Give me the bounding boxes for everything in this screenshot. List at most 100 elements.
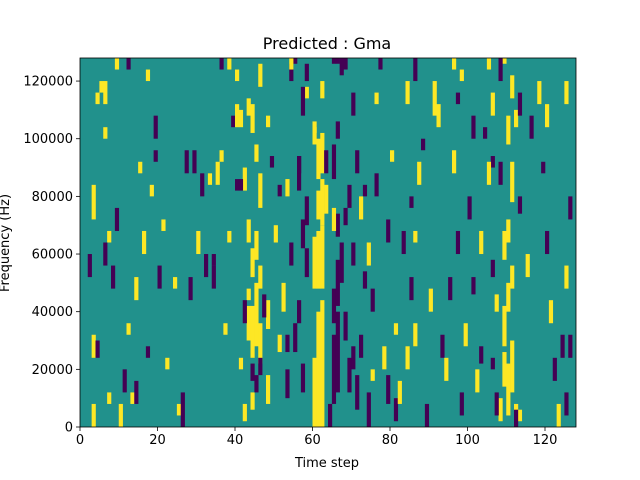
heatmap-cell	[529, 115, 534, 139]
heatmap-cell	[525, 254, 530, 278]
heatmap-cell	[95, 92, 100, 105]
heatmap-cell	[393, 398, 399, 422]
heatmap-cell	[289, 58, 294, 70]
heatmap-cell	[273, 225, 278, 243]
heatmap-cell	[382, 346, 387, 370]
heatmap-cell	[452, 150, 457, 174]
heatmap-cell	[250, 104, 255, 133]
heatmap-cell	[91, 334, 96, 358]
heatmap-cell	[347, 184, 352, 208]
heatmap-cell	[242, 300, 247, 324]
heatmap-cell	[250, 305, 255, 358]
heatmap-cell	[215, 161, 220, 185]
heatmap-cell	[545, 104, 550, 128]
heatmap-cell	[235, 179, 240, 191]
heatmap-cell	[517, 196, 523, 214]
heatmap-cell	[405, 81, 410, 105]
heatmap-cell	[118, 403, 123, 427]
heatmap-cell	[142, 230, 147, 255]
heatmap-cell	[564, 265, 569, 289]
heatmap-cell	[316, 190, 321, 220]
heatmap-cell	[173, 277, 178, 289]
heatmap-cell	[413, 58, 418, 82]
heatmap-cell	[545, 230, 550, 255]
heatmap-cell	[517, 92, 523, 116]
heatmap-cell	[289, 63, 294, 82]
heatmap-cell	[312, 357, 317, 427]
heatmap-cell	[238, 109, 244, 128]
heatmap-cell	[91, 403, 96, 427]
x-tick-label: 120	[533, 433, 558, 448]
heatmap-cell	[320, 225, 325, 289]
heatmap-cell	[246, 219, 251, 243]
heatmap-cell	[331, 334, 337, 404]
heatmap-cell	[486, 161, 492, 185]
heatmap-cell	[157, 265, 162, 289]
heatmap-cell	[506, 219, 511, 243]
heatmap-cell	[502, 230, 507, 260]
heatmap-cell	[548, 300, 554, 324]
heatmap-cell	[440, 334, 445, 358]
heatmap-cell	[196, 230, 201, 255]
heatmap-cell	[498, 161, 503, 185]
chart-title: Predicted : Gma	[263, 34, 391, 53]
heatmap-cell	[498, 398, 503, 422]
heatmap-cell	[331, 288, 337, 324]
heatmap-cell	[335, 213, 340, 237]
y-axis-label: Frequency (Hz)	[0, 194, 13, 292]
heatmap-cell	[107, 392, 112, 404]
heatmap-cell	[479, 346, 484, 364]
heatmap-cell	[238, 357, 244, 370]
heatmap-cell	[107, 230, 112, 243]
heatmap-cell	[378, 58, 383, 70]
heatmap-cell	[149, 184, 154, 197]
heatmap-cell	[165, 357, 170, 370]
heatmap-cell	[432, 81, 437, 116]
heatmap-cell	[300, 86, 306, 116]
heatmap-cell	[424, 403, 430, 427]
heatmap-cell	[188, 277, 193, 301]
heatmap-cell	[316, 138, 321, 180]
heatmap-cell	[324, 150, 329, 174]
heatmap-cell	[475, 369, 480, 393]
heatmap-cell	[455, 92, 461, 105]
heatmap-cell	[103, 242, 108, 266]
heatmap-cell	[153, 150, 158, 162]
heatmap-cell	[444, 357, 449, 381]
heatmap-cell	[448, 277, 453, 301]
heatmap-cell	[269, 156, 275, 168]
heatmap-cell	[463, 323, 468, 347]
heatmap-cell	[262, 294, 267, 318]
heatmap-cell	[258, 173, 263, 208]
heatmap-cell	[409, 277, 414, 301]
heatmap-cell	[471, 277, 476, 295]
heatmap-background	[80, 58, 576, 427]
heatmap-cell	[304, 86, 309, 99]
heatmap-cell	[138, 161, 143, 174]
heatmap-cell	[235, 69, 240, 82]
heatmap-cell	[250, 248, 255, 278]
heatmap-cell	[320, 300, 325, 427]
heatmap-cell	[436, 104, 441, 128]
x-axis: 0 20 40 60 80 100 120	[76, 427, 558, 448]
heatmap-cell	[564, 81, 569, 105]
heatmap-cell	[204, 254, 209, 278]
heatmap-cell	[510, 340, 515, 393]
heatmap-cell	[514, 409, 519, 427]
heatmap-cell	[266, 300, 271, 329]
heatmap-cell	[134, 380, 139, 404]
heatmap-cell	[510, 265, 515, 289]
heatmap-cell	[300, 363, 306, 393]
heatmap-cell	[467, 196, 472, 220]
heatmap-cell	[502, 58, 507, 64]
heatmap-cell	[560, 334, 565, 358]
heatmap-cell	[293, 58, 298, 64]
heatmap-cell	[316, 311, 321, 427]
x-tick-label: 20	[149, 433, 166, 448]
heatmap-cell	[510, 161, 515, 203]
heatmap-cell	[362, 184, 368, 197]
heatmap-cell	[111, 265, 116, 289]
heatmap-cell	[126, 323, 131, 335]
heatmap-cell	[556, 403, 561, 427]
x-tick-label: 100	[455, 433, 480, 448]
